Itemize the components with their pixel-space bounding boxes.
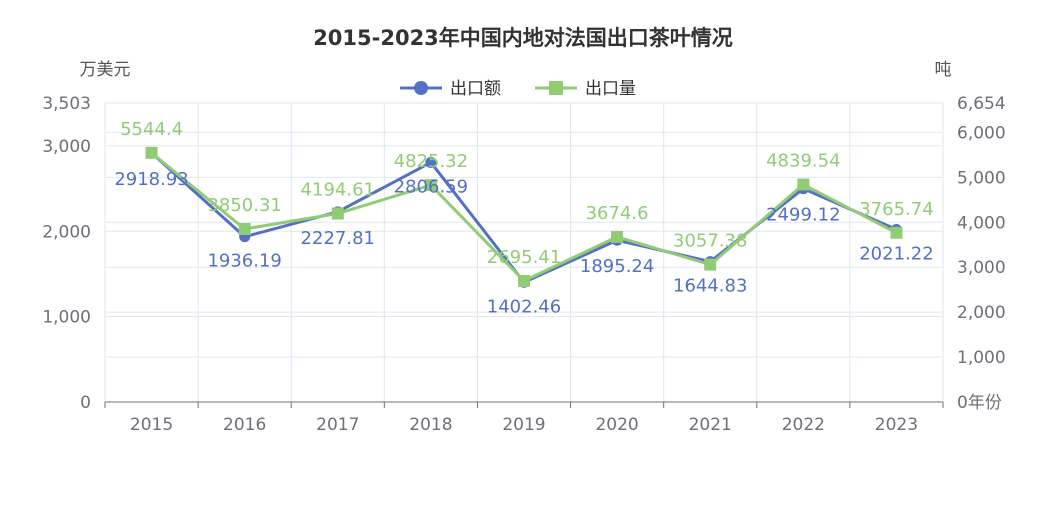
chart-title: 2015-2023年中国内地对法国出口茶叶情况 — [313, 26, 733, 50]
right-y-tick-label: 6,000 — [957, 123, 1006, 143]
data-point-square — [518, 274, 530, 287]
data-label: 2806.59 — [394, 176, 468, 197]
x-tick-label: 2023 — [875, 415, 918, 435]
left-y-tick-label: 0 — [80, 393, 91, 413]
data-label: 1895.24 — [580, 256, 654, 277]
x-tick-label: 2021 — [689, 415, 732, 435]
data-point-square — [145, 146, 158, 159]
axes: 0 1,000 2,000 3,000 3,503 0年份 1,000 2,000 3,000 4… — [42, 94, 1005, 435]
left-y-tick-label: 3,000 — [42, 137, 91, 157]
right-y-tick-label: 6,654 — [957, 94, 1006, 114]
legend-label: 出口量 — [585, 79, 636, 99]
grid — [104, 102, 944, 403]
right-y-tick-label: 0年份 — [957, 393, 1002, 413]
data-label: 4825.32 — [394, 151, 468, 172]
data-point-square — [890, 226, 903, 239]
x-tick-label: 2020 — [595, 415, 638, 435]
data-label: 1402.46 — [487, 296, 561, 317]
data-label: 2021.22 — [859, 243, 933, 264]
data-point-square — [331, 207, 344, 220]
data-label: 2499.12 — [766, 205, 840, 226]
data-label: 2227.81 — [301, 228, 375, 249]
left-y-tick-label: 1,000 — [42, 308, 91, 328]
data-point-square — [797, 178, 810, 191]
data-label: 3765.74 — [859, 199, 933, 220]
x-tick-label: 2017 — [316, 415, 359, 435]
x-tick-label: 2016 — [223, 415, 266, 435]
data-label: 3057.38 — [673, 231, 747, 252]
legend-swatch-square — [549, 81, 563, 95]
data-point-square — [704, 258, 717, 271]
data-point-square — [238, 222, 251, 235]
data-label: 2918.93 — [114, 169, 188, 190]
data-label: 2695.41 — [487, 247, 561, 268]
data-point-square — [611, 230, 624, 243]
data-point-square — [424, 179, 437, 192]
data-label: 4194.61 — [301, 180, 375, 201]
right-y-tick-label: 1,000 — [957, 348, 1006, 368]
legend[interactable]: 出口额 出口量 — [400, 79, 636, 99]
left-axis-unit: 万美元 — [80, 60, 131, 80]
data-label: 1936.19 — [207, 251, 281, 272]
right-axis-unit: 吨 — [935, 60, 952, 80]
data-labels: 2918.93 1936.19 2227.81 2806.59 1402.46 1895.… — [114, 119, 933, 317]
data-label: 5544.4 — [120, 119, 183, 140]
x-tick-label: 2019 — [502, 415, 545, 435]
x-tick-label: 2015 — [130, 415, 173, 435]
data-label: 4839.54 — [766, 151, 840, 172]
legend-label: 出口额 — [450, 79, 501, 99]
left-y-tick-label: 2,000 — [42, 222, 91, 242]
right-y-tick-label: 4,000 — [957, 213, 1006, 233]
x-tick-label: 2018 — [409, 415, 452, 435]
left-y-tick-label: 3,503 — [42, 94, 91, 114]
legend-swatch-circle — [414, 81, 428, 95]
right-y-tick-label: 5,000 — [957, 168, 1006, 188]
right-y-tick-label: 3,000 — [957, 258, 1006, 278]
series — [145, 146, 903, 288]
data-label: 1644.83 — [673, 276, 747, 297]
x-tick-label: 2022 — [782, 415, 825, 435]
data-label: 3850.31 — [207, 195, 281, 216]
right-y-tick-label: 2,000 — [957, 303, 1006, 323]
data-label: 3674.6 — [586, 203, 649, 224]
data-point-circle — [425, 156, 437, 168]
